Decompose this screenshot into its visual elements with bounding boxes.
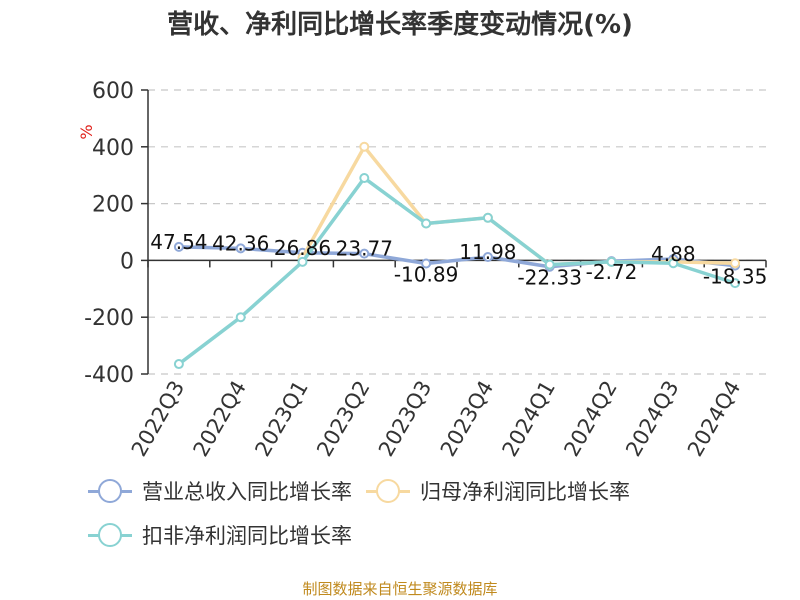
x-tick-label: 2024Q3 xyxy=(621,377,683,461)
chart-title: 营收、净利同比增长率季度变动情况(%) xyxy=(167,10,633,40)
y-tick-label: 400 xyxy=(92,136,134,161)
series-3 xyxy=(173,173,741,370)
legend-label: 扣非净利润同比增长率 xyxy=(142,524,352,548)
data-label: -22.33 xyxy=(517,266,581,290)
data-point xyxy=(173,241,184,252)
legend-marker-icon xyxy=(366,478,410,504)
data-label: -18.35 xyxy=(703,265,767,289)
legend-item-3[interactable]: 扣非净利润同比增长率 xyxy=(88,518,352,552)
x-tick-label: 2023Q4 xyxy=(436,377,498,461)
legend-marker-icon xyxy=(88,522,132,548)
data-point xyxy=(730,258,741,269)
y-axis-label: % xyxy=(77,124,96,139)
data-label: -10.89 xyxy=(394,262,458,286)
data-point xyxy=(235,312,246,323)
data-label: -2.72 xyxy=(586,260,638,284)
legend-marker-icon xyxy=(88,478,132,504)
x-tick-label: 2024Q1 xyxy=(498,377,560,461)
data-point xyxy=(235,243,246,254)
x-tick-label: 2023Q2 xyxy=(312,377,374,461)
data-point xyxy=(606,256,617,267)
source-note: 制图数据来自恒生聚源数据库 xyxy=(302,580,498,598)
x-tick-label: 2022Q3 xyxy=(127,377,189,461)
x-tick-label: 2022Q4 xyxy=(189,377,251,461)
data-point xyxy=(730,278,741,289)
data-label: 26.86 xyxy=(274,236,331,260)
y-tick-label: 600 xyxy=(92,79,134,104)
data-point xyxy=(359,141,370,152)
data-point xyxy=(544,259,555,270)
y-tick-label: -400 xyxy=(84,363,134,388)
data-point xyxy=(668,258,679,269)
legend-label: 归母净利润同比增长率 xyxy=(420,480,630,504)
data-point xyxy=(173,359,184,370)
x-tick-label: 2024Q2 xyxy=(559,377,621,461)
y-tick-label: 200 xyxy=(92,193,134,218)
x-tick-label: 2024Q4 xyxy=(683,377,745,461)
legend: 营业总收入同比增长率 归母净利润同比增长率扣非净利润同比增长率 xyxy=(88,474,788,562)
data-point xyxy=(482,212,493,223)
data-point xyxy=(482,251,493,262)
data-point xyxy=(421,258,432,269)
y-tick-label: 0 xyxy=(120,249,134,274)
legend-item-1[interactable]: 营业总收入同比增长率 xyxy=(88,474,352,508)
data-point xyxy=(359,248,370,259)
data-label: 23.77 xyxy=(336,237,393,261)
x-tick-label: 2023Q3 xyxy=(374,376,436,460)
data-label: 11.98 xyxy=(459,240,516,264)
data-point xyxy=(359,173,370,184)
y-tick-label: -200 xyxy=(84,306,134,331)
data-point xyxy=(297,256,308,267)
data-point xyxy=(421,218,432,229)
x-tick-label: 2023Q1 xyxy=(250,377,312,461)
data-label: 4.88 xyxy=(651,242,696,266)
data-label: 42.36 xyxy=(212,231,269,255)
data-label: 47.54 xyxy=(150,230,207,254)
series-lines xyxy=(173,141,741,370)
series-line xyxy=(177,176,736,366)
legend-label: 营业总收入同比增长率 xyxy=(142,480,352,504)
legend-item-2[interactable]: 归母净利润同比增长率 xyxy=(366,474,630,508)
